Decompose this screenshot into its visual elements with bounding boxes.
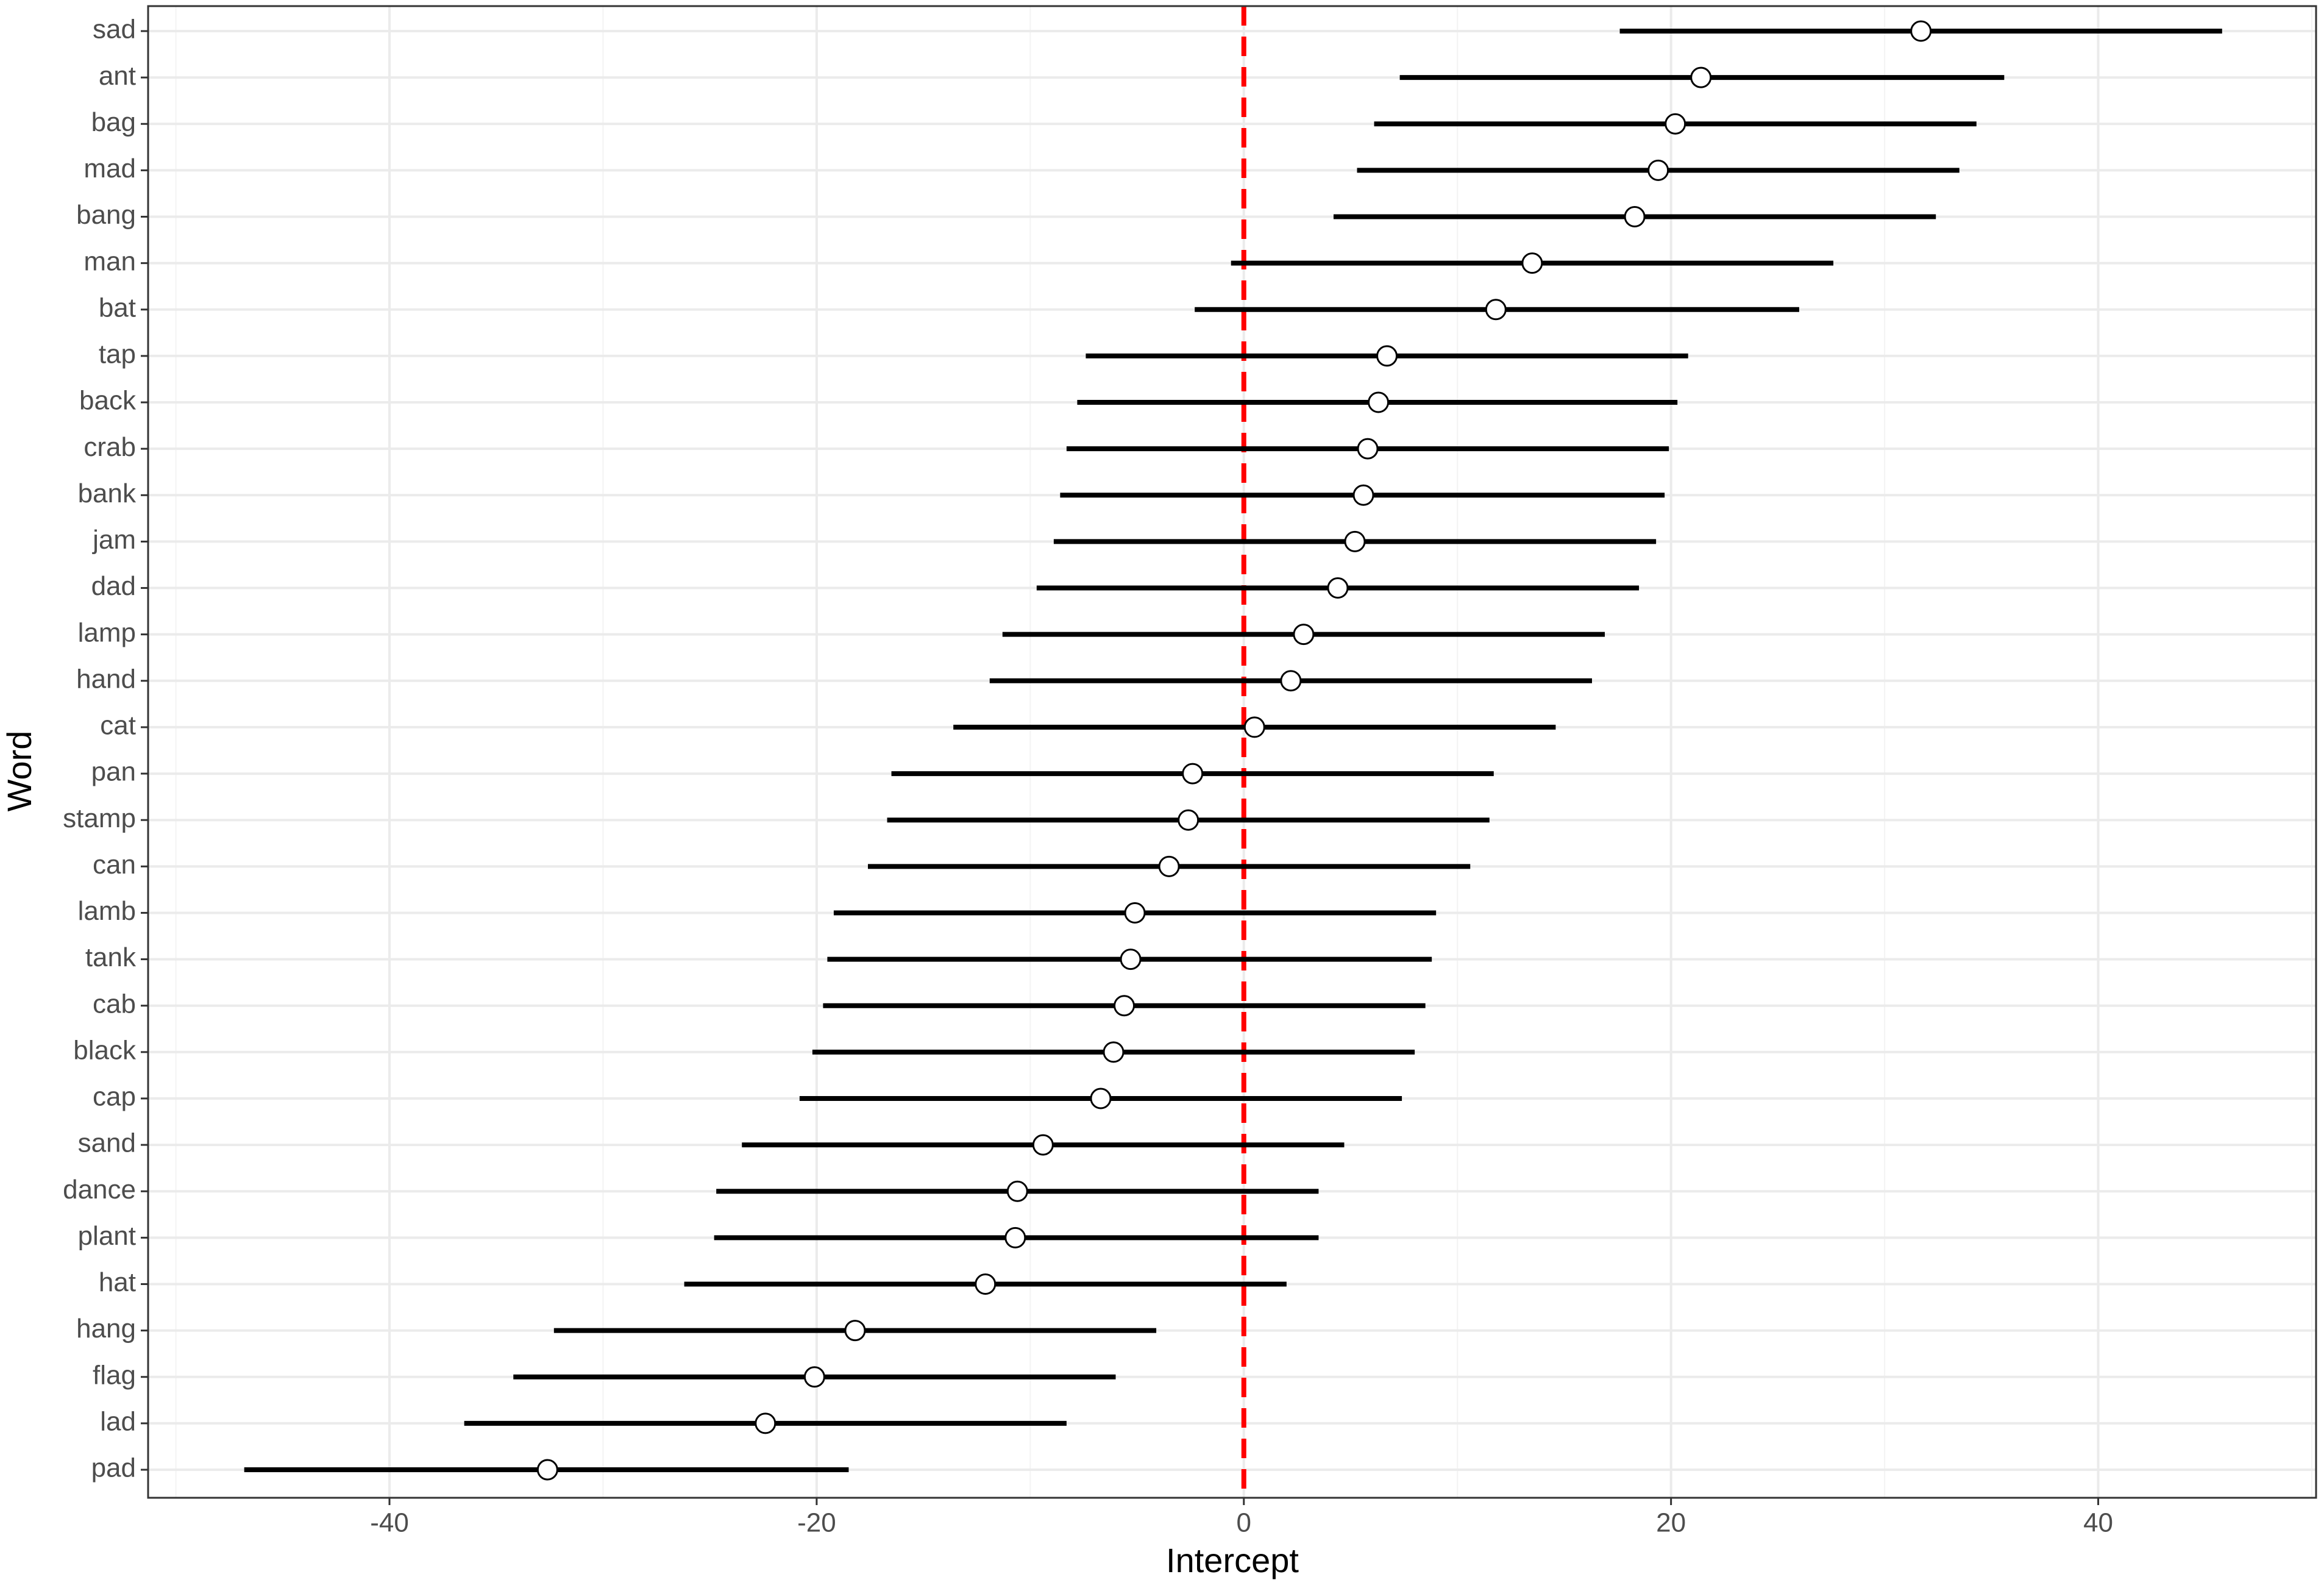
point xyxy=(1521,252,1543,274)
point xyxy=(975,1273,997,1295)
y-tick-label: pad xyxy=(91,1453,136,1483)
y-tick-label: plant xyxy=(78,1221,136,1251)
point xyxy=(1124,902,1146,924)
point xyxy=(1624,206,1646,228)
x-tick-label: -40 xyxy=(370,1508,409,1538)
y-tick-label: hat xyxy=(99,1267,136,1297)
point xyxy=(1178,809,1199,831)
x-tick-label: 20 xyxy=(1656,1508,1686,1538)
y-tick-label: cab xyxy=(93,989,136,1019)
point xyxy=(1293,624,1315,646)
y-tick-label: sad xyxy=(93,15,136,45)
y-tick-label: cap xyxy=(93,1082,136,1112)
point xyxy=(1182,763,1204,785)
point xyxy=(1344,530,1366,552)
point xyxy=(1243,716,1265,738)
point xyxy=(755,1412,776,1434)
point xyxy=(1004,1227,1026,1248)
y-tick-label: pan xyxy=(91,757,136,787)
y-tick-label: tank xyxy=(85,942,137,972)
y-tick-label: mad xyxy=(84,154,136,183)
point xyxy=(1158,855,1180,877)
y-tick-label: stamp xyxy=(63,803,136,833)
y-tick-label: dad xyxy=(91,571,136,601)
panel-border xyxy=(147,5,2317,1499)
y-tick-label: hand xyxy=(76,664,136,694)
x-axis-title: Intercept xyxy=(1166,1541,1299,1579)
point xyxy=(1690,66,1712,88)
point xyxy=(1280,670,1302,692)
point xyxy=(1357,438,1379,460)
point xyxy=(1910,20,1932,42)
y-tick-label: sand xyxy=(78,1128,136,1158)
y-tick-label: can xyxy=(93,850,136,880)
y-tick-label: ant xyxy=(99,61,136,91)
y-tick-label: jam xyxy=(91,525,136,555)
point xyxy=(1032,1134,1054,1156)
point xyxy=(536,1459,558,1481)
x-tick-label: 0 xyxy=(1237,1508,1251,1538)
point xyxy=(1485,299,1507,321)
y-tick-label: lamp xyxy=(78,618,136,647)
y-tick-label: tap xyxy=(99,340,136,369)
point xyxy=(1006,1180,1028,1202)
x-tick-label: -20 xyxy=(797,1508,836,1538)
y-tick-label: lad xyxy=(100,1406,136,1436)
y-tick-label: bank xyxy=(78,479,137,508)
point xyxy=(1376,345,1398,367)
point xyxy=(1120,949,1142,970)
point xyxy=(1103,1041,1125,1063)
point xyxy=(1327,577,1349,599)
y-tick-label: bat xyxy=(99,293,136,322)
point xyxy=(1352,484,1374,506)
y-tick-label: bag xyxy=(91,107,136,137)
y-tick-label: hang xyxy=(76,1314,136,1344)
y-tick-label: crab xyxy=(84,432,136,462)
point xyxy=(1647,159,1669,181)
point xyxy=(1665,113,1686,135)
y-tick-label: black xyxy=(73,1035,137,1065)
y-tick-label: cat xyxy=(100,711,136,741)
point xyxy=(1114,995,1135,1017)
y-axis-title: Word xyxy=(0,731,38,812)
point xyxy=(803,1366,825,1388)
x-tick-label: 40 xyxy=(2083,1508,2113,1538)
y-tick-label: dance xyxy=(63,1175,136,1205)
y-tick-label: bang xyxy=(76,200,136,230)
y-tick-label: lamb xyxy=(78,896,136,926)
point xyxy=(1090,1088,1112,1109)
y-tick-label: flag xyxy=(93,1360,136,1390)
y-tick-label: back xyxy=(79,386,137,416)
point xyxy=(844,1320,866,1342)
y-tick-label: man xyxy=(84,246,136,276)
point xyxy=(1368,391,1390,413)
